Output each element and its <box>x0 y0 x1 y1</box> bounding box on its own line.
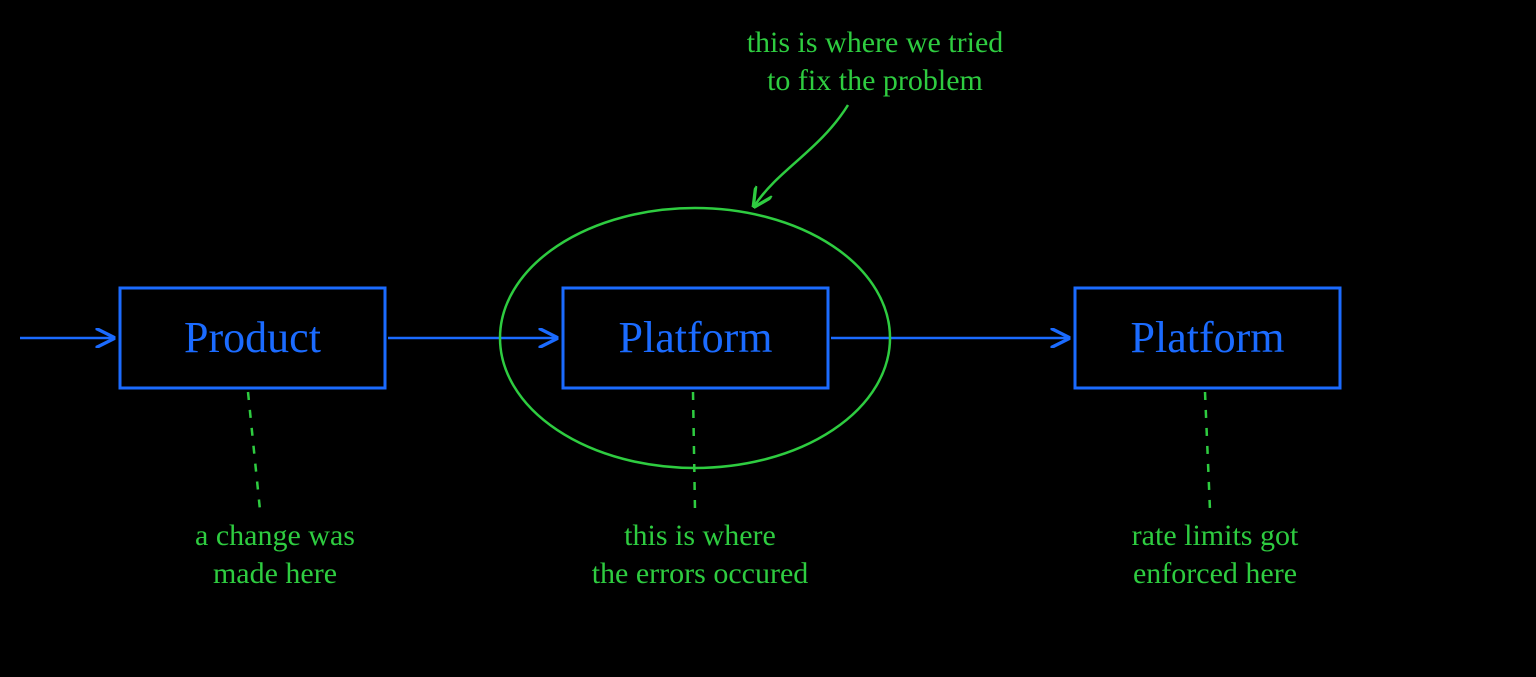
annotation-text: rate limits gotenforced here <box>1132 519 1299 590</box>
annotation-text: a change wasmade here <box>195 519 355 590</box>
annotation-connector <box>1205 392 1210 510</box>
ann-platform1-bottom: this is wherethe errors occured <box>592 392 809 590</box>
annotation-text: this is wherethe errors occured <box>592 519 809 590</box>
node-product: Product <box>120 288 385 388</box>
node-label: Product <box>184 313 321 362</box>
annotation-connector <box>693 392 695 510</box>
annotation-text: this is where we triedto fix the problem <box>747 26 1004 97</box>
annotation-pointer <box>755 105 848 205</box>
node-label: Platform <box>619 313 773 362</box>
ann-product: a change wasmade here <box>195 392 355 590</box>
ann-platform1-top: this is where we triedto fix the problem <box>747 26 1004 205</box>
node-label: Platform <box>1131 313 1285 362</box>
node-platform1: Platform <box>563 288 828 388</box>
annotation-connector <box>248 392 260 510</box>
diagram-canvas: Product Platform Platform a change wasmade… <box>0 0 1536 677</box>
ann-platform2: rate limits gotenforced here <box>1132 392 1299 590</box>
node-platform2: Platform <box>1075 288 1340 388</box>
